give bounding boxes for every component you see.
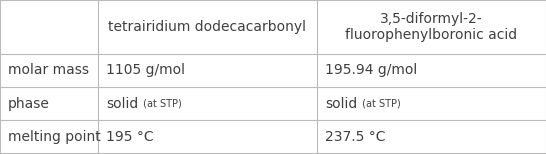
Text: 195.94 g/mol: 195.94 g/mol [325,63,417,77]
Text: solid: solid [325,97,357,111]
Text: phase: phase [8,97,50,111]
Text: 1105 g/mol: 1105 g/mol [106,63,186,77]
Text: (at STP): (at STP) [140,99,182,109]
Text: melting point: melting point [8,130,101,144]
Text: 195 °C: 195 °C [106,130,154,144]
Text: tetrairidium dodecacarbonyl: tetrairidium dodecacarbonyl [109,20,306,34]
Text: molar mass: molar mass [8,63,89,77]
Text: 237.5 °C: 237.5 °C [325,130,385,144]
Text: 3,5-diformyl-2-
fluorophenylboronic acid: 3,5-diformyl-2- fluorophenylboronic acid [345,12,518,42]
Text: (at STP): (at STP) [359,99,401,109]
Text: solid: solid [106,97,139,111]
